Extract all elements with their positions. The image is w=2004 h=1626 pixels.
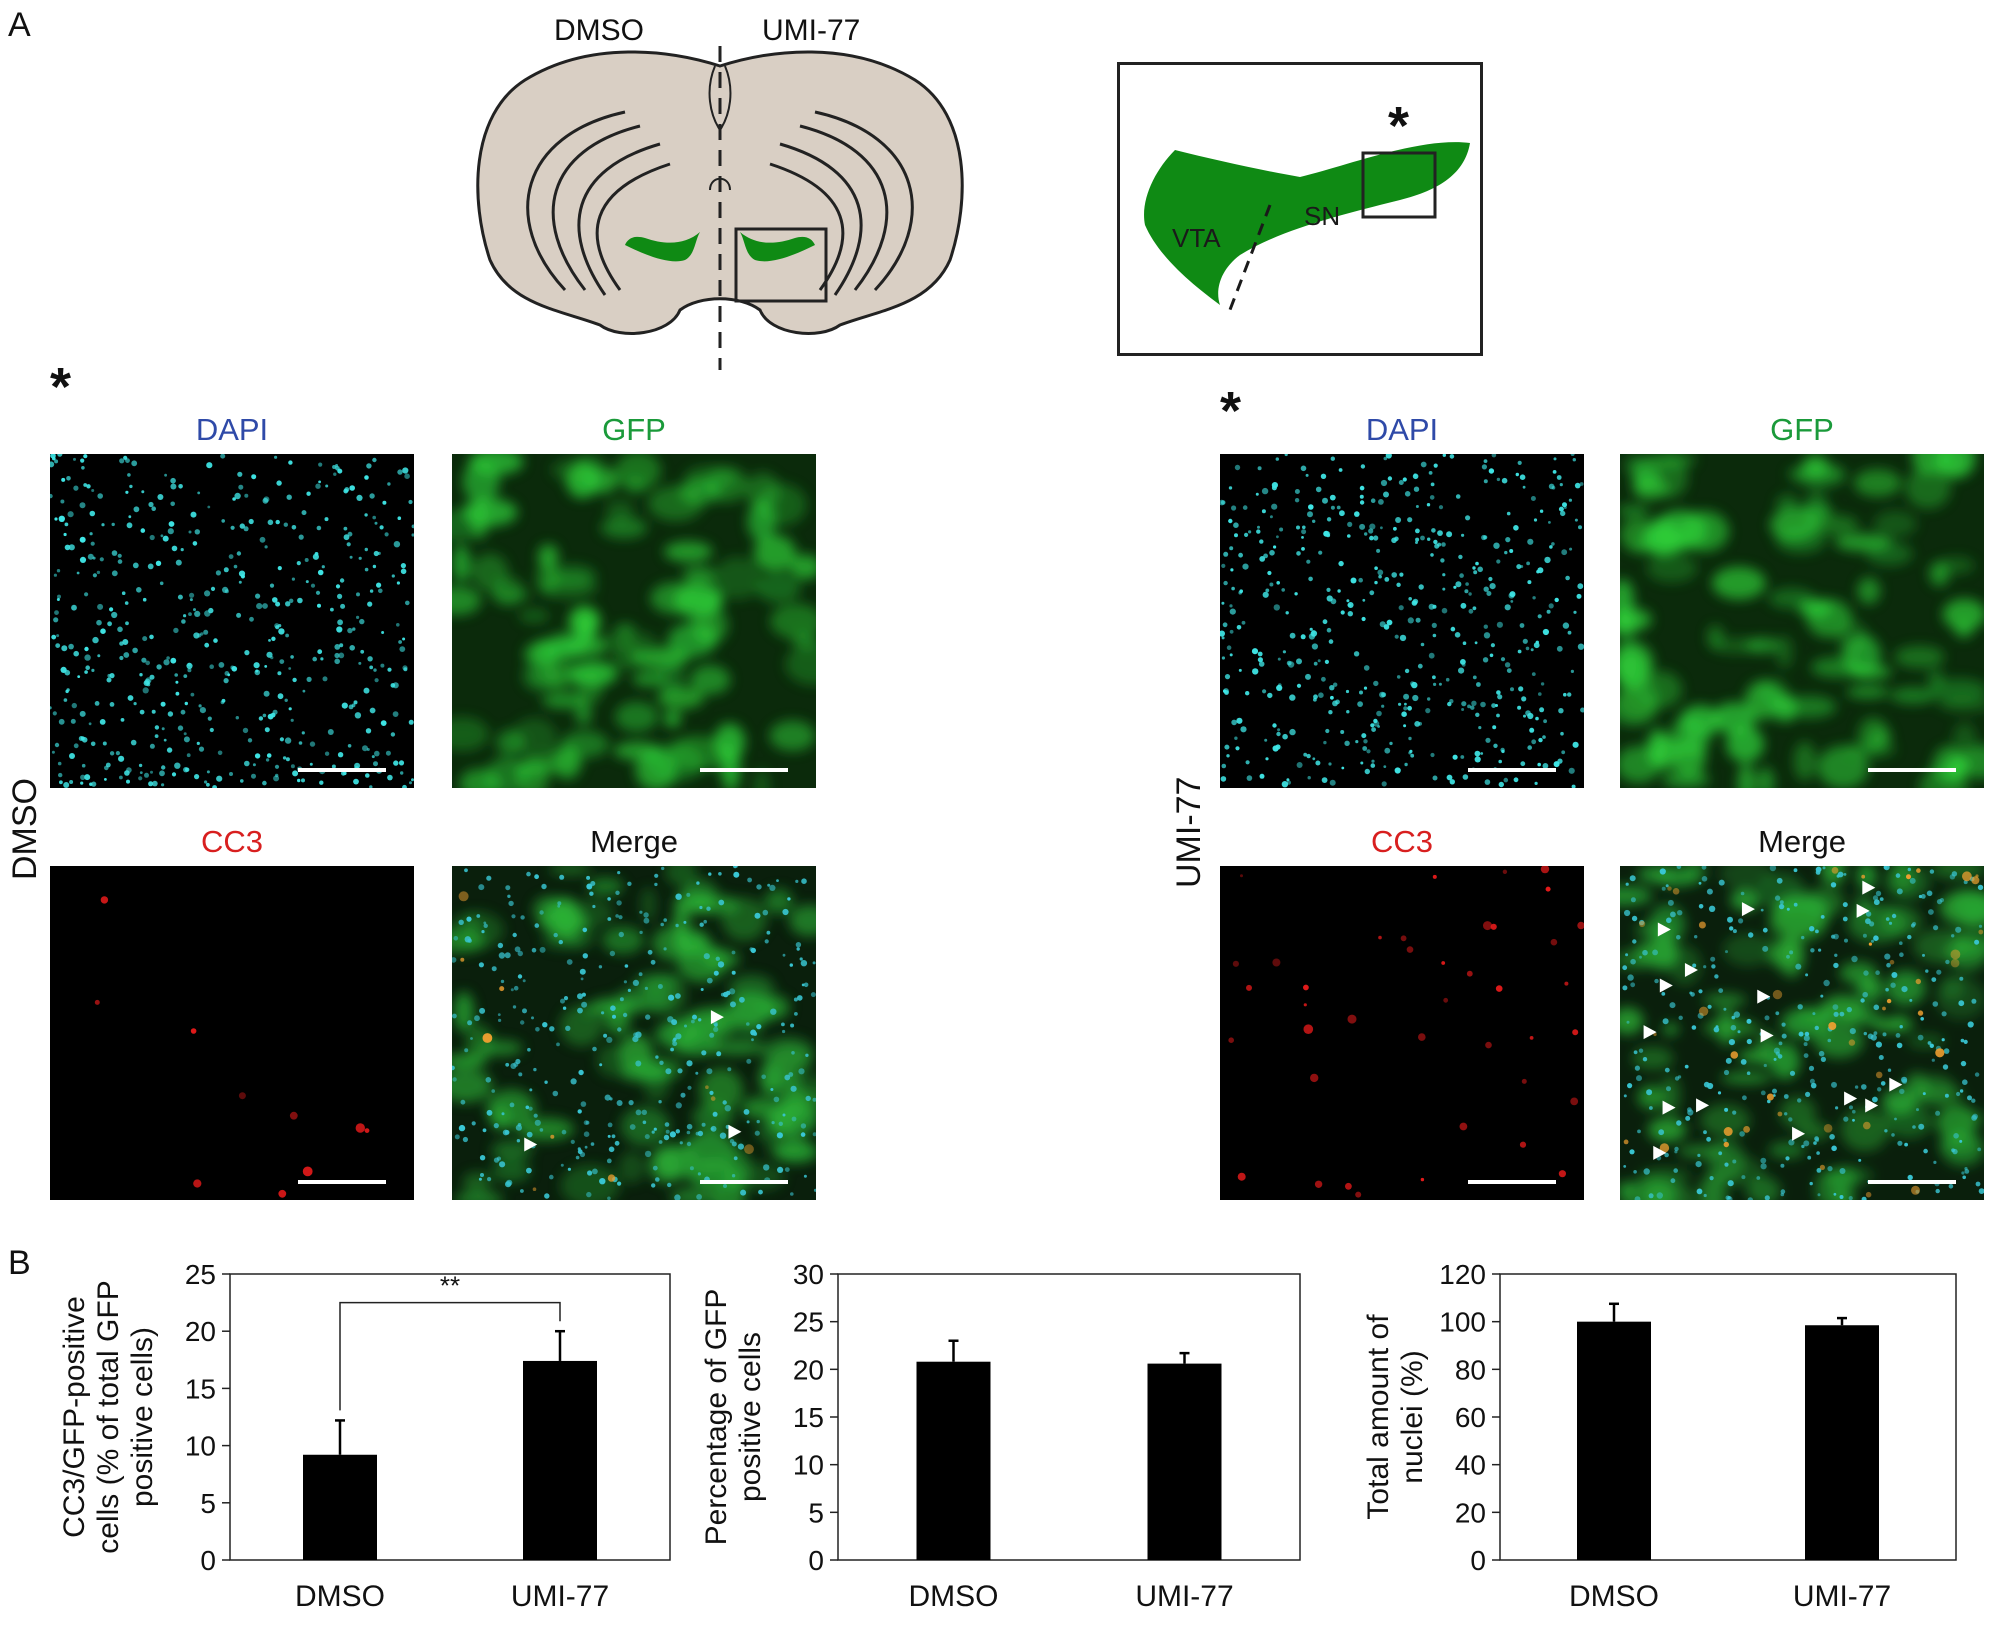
- left-cc3-image: [50, 866, 414, 1200]
- left-condition-label: DMSO: [6, 778, 44, 880]
- right-merge-image: [1620, 866, 1984, 1200]
- plot-frame: [1499, 1273, 1957, 1561]
- left-gfp-label: GFP: [602, 412, 666, 447]
- significance-label: **: [440, 1271, 460, 1301]
- bar-umi-77: [523, 1360, 597, 1560]
- y-tick-label: 0: [808, 1545, 824, 1576]
- y-tick-label: 25: [185, 1259, 216, 1290]
- y-tick-label: 20: [1455, 1497, 1486, 1528]
- chart-gfp-percentage: 0 5 10 15 20 25 30 DMSO UMI-77 Percentage of GFP p…: [700, 1259, 1301, 1613]
- right-gfp-label: GFP: [1770, 412, 1834, 447]
- bar-dmso: [916, 1361, 991, 1560]
- y-tick-label: 5: [200, 1488, 216, 1519]
- bar-dmso: [1577, 1321, 1651, 1560]
- y-tick-label: 5: [808, 1497, 824, 1528]
- panel-letter-a: A: [8, 6, 31, 44]
- panel-letter-b: B: [8, 1244, 31, 1282]
- vta-label: VTA: [1172, 223, 1221, 253]
- x-tick-label: UMI-77: [511, 1580, 609, 1613]
- schematic-label-dmso: DMSO: [554, 14, 644, 47]
- y-tick-label: 20: [793, 1354, 824, 1385]
- x-tick-label: DMSO: [1569, 1580, 1659, 1613]
- y-axis-label-line: cells (% of total GFP: [92, 1280, 125, 1553]
- x-tick-label: DMSO: [909, 1580, 999, 1613]
- left-cc3-label: CC3: [200, 824, 263, 859]
- y-tick-label: 0: [1470, 1545, 1486, 1576]
- plot-frame: [837, 1273, 1301, 1561]
- bar-umi-77: [1147, 1363, 1222, 1560]
- y-tick-label: 10: [793, 1450, 824, 1481]
- y-tick-label: 100: [1439, 1307, 1486, 1338]
- schematic-label-umi77: UMI-77: [762, 14, 861, 47]
- significance-bracket: [339, 1301, 561, 1411]
- right-condition-label: UMI-77: [1170, 776, 1208, 888]
- x-tick-label: UMI-77: [1135, 1580, 1233, 1613]
- vta-sn-drawing: [1144, 142, 1470, 316]
- y-axis-label-line: nuclei (%): [1396, 1350, 1429, 1483]
- inset-star: *: [1388, 96, 1410, 156]
- y-tick-label: 120: [1439, 1259, 1486, 1290]
- brain-schematic: DMSO UMI-77: [470, 14, 990, 370]
- y-axis-label-line: Percentage of GFP: [700, 1289, 733, 1546]
- right-merge-label: Merge: [1758, 824, 1846, 859]
- y-tick-label: 80: [1455, 1354, 1486, 1385]
- chart-cc3-gfp: 0 5 10 15 20 25 DMSO UMI-77 ** CC3/GFP-positive ce…: [58, 1259, 671, 1613]
- y-axis-label-line: CC3/GFP-positive: [58, 1296, 91, 1538]
- bar-umi-77: [1805, 1325, 1879, 1560]
- bar-dmso: [303, 1454, 377, 1560]
- left-merge-label: Merge: [590, 824, 678, 859]
- y-tick-label: 30: [793, 1259, 824, 1290]
- left-merge-image: [452, 866, 816, 1200]
- y-axis-label-line: Total amount of: [1362, 1314, 1395, 1520]
- right-cc3-label: CC3: [1370, 824, 1433, 859]
- x-tick-label: DMSO: [295, 1580, 385, 1613]
- left-dapi-label: DAPI: [195, 412, 269, 447]
- chart-nuclei: 0 20 40 60 80 100 120 DMSO UMI-77 Total amount of…: [1362, 1259, 1957, 1613]
- right-dapi-label: DAPI: [1365, 412, 1439, 447]
- right-dapi-image: [1220, 454, 1584, 788]
- left-group-star: *: [50, 357, 72, 417]
- plot-frame: [229, 1273, 671, 1561]
- y-tick-label: 20: [185, 1316, 216, 1347]
- y-tick-label: 25: [793, 1307, 824, 1338]
- y-tick-label: 60: [1455, 1402, 1486, 1433]
- y-tick-label: 0: [200, 1545, 216, 1576]
- right-group-star: *: [1220, 381, 1242, 441]
- y-axis-label-line: positive cells: [734, 1332, 767, 1502]
- y-tick-label: 10: [185, 1431, 216, 1462]
- region-inset: VTA SN *: [1117, 62, 1483, 356]
- y-tick-label: 15: [185, 1373, 216, 1404]
- left-gfp-image: [452, 454, 816, 788]
- x-tick-label: UMI-77: [1793, 1580, 1891, 1613]
- sn-label: SN: [1304, 201, 1341, 231]
- y-tick-label: 40: [1455, 1450, 1486, 1481]
- y-tick-label: 15: [793, 1402, 824, 1433]
- left-dapi-image: [50, 454, 414, 788]
- y-axis-label-line: positive cells): [126, 1327, 159, 1507]
- brain-drawing: [476, 20, 964, 370]
- right-cc3-image: [1220, 866, 1584, 1200]
- right-gfp-image: [1620, 454, 1984, 788]
